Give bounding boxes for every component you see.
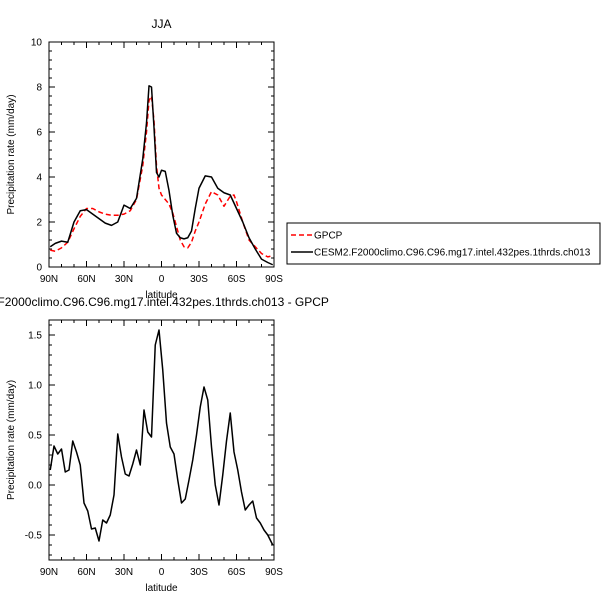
bottom-y-tick-label: 0.0 [28,481,42,492]
top-x-tick-label: 90S [265,274,283,285]
bottom-x-tick-label: 0 [159,567,165,578]
top-y-tick-label: 0 [36,263,42,274]
top-y-tick-label: 6 [36,128,42,139]
top-y-tick-label: 8 [36,83,42,94]
top-plot-frame [48,41,275,268]
bottom-x-tick-label: 30N [115,567,133,578]
top-y-tick-label: 2 [36,218,42,229]
top-x-tick-label: 30S [190,274,208,285]
top-y-axis-title: Precipitation rate (mm/day) [6,94,17,214]
bottom-x-axis-title: latitude [145,583,178,594]
top-x-tick-label: 30N [115,274,133,285]
top-x-tick-label: 90N [40,274,58,285]
top-series-gpcp-line [50,95,273,258]
bottom-x-tick-label: 30S [190,567,208,578]
legend-label-model: CESM2.F2000climo.C96.C96.mg17.intel.432p… [314,248,591,259]
bottom-y-tick-label: 1.0 [28,381,42,392]
bottom-x-tick-label: 60S [228,567,246,578]
top-chart-title: JJA [151,17,171,31]
top-x-axis-title: latitude [145,290,178,301]
top-x-tick-label: 60N [77,274,95,285]
bottom-x-tick-label: 90N [40,567,58,578]
bottom-y-tick-label: 0.5 [28,431,42,442]
top-y-tick-label: 4 [36,173,42,184]
bottom-y-axis-title: Precipitation rate (mm/day) [6,380,17,500]
top-series-model-line [49,85,274,266]
top-y-tick-label: 10 [31,38,43,49]
bottom-x-tick-label: 60N [77,567,95,578]
top-x-tick-label: 60S [228,274,246,285]
legend-box [286,222,601,265]
bottom-y-tick-label: -0.5 [25,531,43,542]
bottom-chart-title: .F2000climo.C96.C96.mg17.intel.432pes.1t… [0,295,329,309]
bottom-y-tick-label: 1.5 [28,331,42,342]
bottom-series-model-line [49,329,274,546]
legend-label-gpcp: GPCP [314,231,343,242]
bottom-x-tick-label: 90S [265,567,283,578]
top-x-tick-label: 0 [159,274,165,285]
